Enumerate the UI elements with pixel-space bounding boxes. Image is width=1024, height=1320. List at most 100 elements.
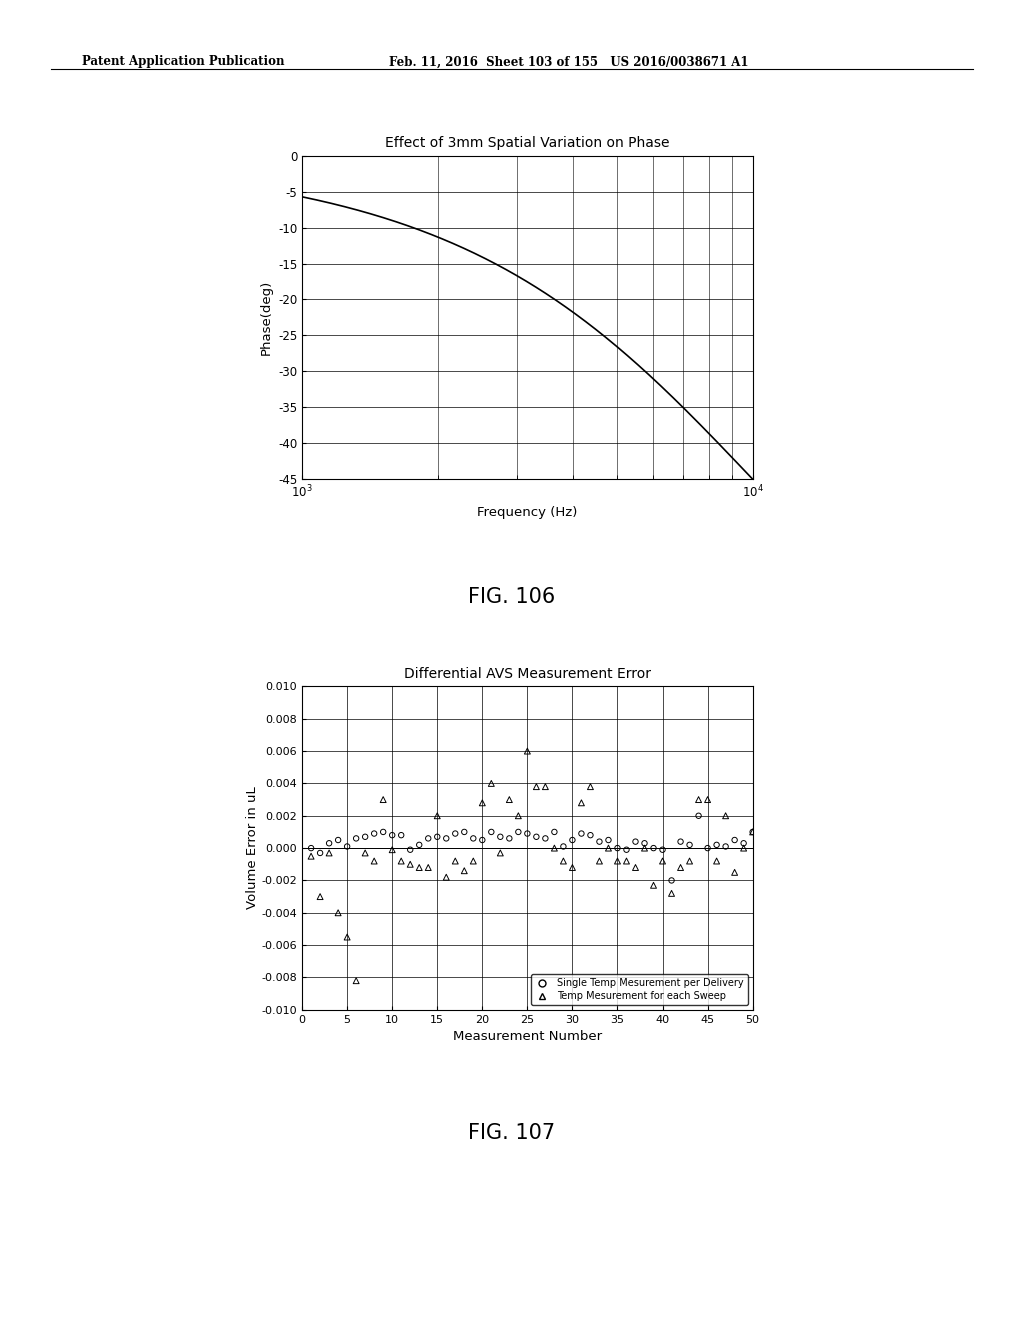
Point [474,792,490,813]
Point [348,970,365,991]
Point [429,826,445,847]
Point [456,821,472,842]
Point [573,822,590,843]
Text: Feb. 11, 2016  Sheet 103 of 155   US 2016/0038671 A1: Feb. 11, 2016 Sheet 103 of 155 US 2016/0… [389,55,749,69]
Point [726,829,742,850]
Point [519,822,536,843]
Point [538,776,554,797]
Point [673,832,689,853]
X-axis label: Frequency (Hz): Frequency (Hz) [477,506,578,519]
Point [402,854,419,875]
Point [600,829,616,850]
Point [438,867,455,888]
Point [420,857,436,878]
Point [681,850,697,871]
Point [664,883,680,904]
Point [744,821,761,842]
Point [690,805,707,826]
Point [384,825,400,846]
Point [609,850,626,871]
Point [429,805,445,826]
Point [501,828,517,849]
Point [555,850,571,871]
Point [402,840,419,861]
Point [709,834,725,855]
Point [330,829,346,850]
Point [636,833,652,854]
Point [420,828,436,849]
Point [483,774,500,795]
Point [393,850,410,871]
Point [726,862,742,883]
Text: FIG. 107: FIG. 107 [468,1122,556,1143]
Point [538,828,554,849]
Point [321,842,337,863]
Point [718,836,734,857]
Point [681,834,697,855]
Point [366,822,382,843]
Point [366,850,382,871]
Point [591,850,607,871]
Point [303,838,319,859]
Point [483,821,500,842]
Point [564,829,581,850]
Point [465,850,481,871]
Point [474,829,490,850]
Point [654,840,671,861]
Point [628,832,644,853]
Point [384,840,400,861]
Point [591,832,607,853]
Point [501,789,517,810]
Point [411,857,427,878]
Point [564,857,581,878]
Point [528,826,545,847]
Text: Patent Application Publication: Patent Application Publication [82,55,285,69]
Point [645,838,662,859]
Point [636,838,652,859]
Point [312,886,329,907]
Point [735,838,752,859]
Point [583,776,599,797]
Point [411,834,427,855]
Point [447,822,464,843]
Point [393,825,410,846]
Point [555,836,571,857]
Point [673,857,689,878]
Point [330,903,346,924]
Point [618,850,635,871]
Point [510,805,526,826]
Point [609,838,626,859]
Point [664,870,680,891]
Point [348,828,365,849]
Point [465,828,481,849]
Point [493,842,509,863]
Point [456,861,472,882]
Text: FIG. 106: FIG. 106 [468,586,556,607]
Point [438,828,455,849]
Point [510,821,526,842]
Point [321,833,337,854]
X-axis label: Measurement Number: Measurement Number [453,1030,602,1043]
Point [573,792,590,813]
Point [339,927,355,948]
Point [618,840,635,861]
Point [654,850,671,871]
Point [699,838,716,859]
Point [447,850,464,871]
Point [312,842,329,863]
Title: Effect of 3mm Spatial Variation on Phase: Effect of 3mm Spatial Variation on Phase [385,136,670,150]
Point [699,789,716,810]
Point [690,789,707,810]
Point [546,838,562,859]
Point [493,826,509,847]
Point [600,838,616,859]
Point [519,741,536,762]
Point [357,826,374,847]
Legend: Single Temp Mesurement per Delivery, Temp Mesurement for each Sweep: Single Temp Mesurement per Delivery, Tem… [531,974,748,1005]
Point [339,836,355,857]
Point [628,857,644,878]
Point [744,821,761,842]
Point [645,875,662,896]
Point [528,776,545,797]
Point [583,825,599,846]
